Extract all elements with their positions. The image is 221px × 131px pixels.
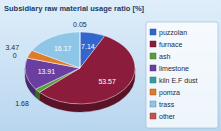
data-label: 1.68 (15, 100, 29, 107)
data-label: 13.91 (38, 68, 56, 75)
data-label: 0 (13, 52, 17, 59)
legend-swatch (150, 41, 156, 47)
legend-label: trass (159, 101, 175, 108)
legend-label: other (159, 113, 176, 120)
pie-slice (79, 32, 80, 68)
legend-swatch (150, 65, 156, 71)
legend-label: limestone (159, 65, 189, 72)
legend-swatch (150, 101, 156, 107)
legend-label: ash (159, 53, 170, 60)
legend-box (146, 22, 218, 128)
data-label: 53.57 (98, 78, 116, 85)
legend-swatch (150, 89, 156, 95)
pie-slice (32, 32, 80, 68)
legend-swatch (150, 113, 156, 119)
legend-label: pomza (159, 89, 180, 97)
legend-swatch (150, 29, 156, 35)
data-label: 7.14 (81, 43, 95, 50)
chart: Subsidiary raw material usage ratio [%] 7… (0, 0, 221, 131)
data-label: 0.05 (73, 21, 87, 28)
legend-label: puzzolan (159, 29, 187, 37)
legend-label: kiln E.F dust (159, 77, 198, 84)
chart-title: Subsidiary raw material usage ratio [%] (4, 4, 145, 13)
data-label: 16.17 (54, 45, 72, 52)
data-label: 3.47 (5, 44, 19, 51)
legend-label: furnace (159, 41, 182, 48)
legend-swatch (150, 77, 156, 83)
legend-swatch (150, 53, 156, 59)
pie-tops (25, 32, 135, 104)
